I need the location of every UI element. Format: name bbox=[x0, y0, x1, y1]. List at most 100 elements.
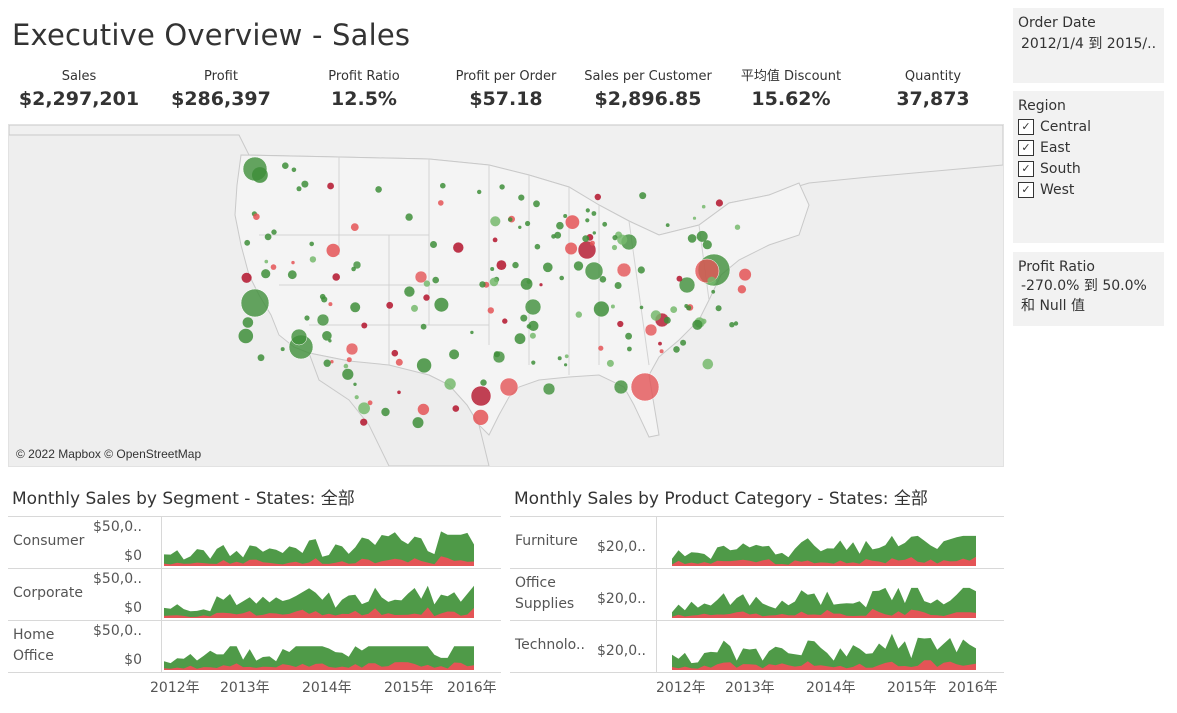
location-bubble[interactable] bbox=[565, 242, 578, 255]
profit-area[interactable] bbox=[672, 608, 976, 618]
location-bubble[interactable] bbox=[287, 270, 297, 280]
location-bubble[interactable] bbox=[617, 320, 624, 328]
location-bubble[interactable] bbox=[616, 262, 632, 278]
sales-area[interactable] bbox=[672, 535, 976, 566]
location-bubble[interactable] bbox=[440, 182, 446, 189]
location-bubble[interactable] bbox=[264, 259, 269, 264]
category-area-technology[interactable] bbox=[670, 621, 988, 672]
location-bubble[interactable] bbox=[290, 328, 308, 346]
location-bubble[interactable] bbox=[493, 351, 500, 358]
location-bubble[interactable] bbox=[244, 239, 251, 246]
location-bubble[interactable] bbox=[687, 234, 697, 243]
location-bubble[interactable] bbox=[612, 235, 618, 241]
location-bubble[interactable] bbox=[602, 221, 608, 227]
segment-row-consumer[interactable]: Consumer $50,0.. $0 bbox=[8, 517, 501, 569]
location-bubble[interactable] bbox=[678, 276, 696, 294]
location-bubble[interactable] bbox=[663, 316, 671, 324]
location-bubble[interactable] bbox=[625, 332, 632, 340]
sales-map[interactable]: © 2022 Mapbox © OpenStreetMap bbox=[8, 124, 1004, 467]
map-bubbles[interactable] bbox=[238, 156, 752, 429]
location-bubble[interactable] bbox=[487, 307, 494, 314]
location-bubble[interactable] bbox=[499, 184, 505, 190]
kpi-quantity[interactable]: Quantity 37,873 bbox=[862, 68, 1004, 110]
location-bubble[interactable] bbox=[346, 357, 352, 363]
segment-row-corporate[interactable]: Corporate $50,0.. $0 bbox=[8, 569, 501, 621]
location-bubble[interactable] bbox=[330, 360, 334, 364]
category-row-furniture[interactable]: Furniture $20,0.. bbox=[510, 517, 1004, 569]
location-bubble[interactable] bbox=[492, 237, 498, 243]
location-bubble[interactable] bbox=[291, 167, 297, 173]
location-bubble[interactable] bbox=[412, 417, 424, 429]
kpi-profit[interactable]: Profit $286,397 bbox=[150, 68, 292, 110]
location-bubble[interactable] bbox=[350, 223, 359, 231]
location-bubble[interactable] bbox=[673, 346, 680, 353]
location-bubble[interactable] bbox=[575, 311, 582, 318]
location-bubble[interactable] bbox=[499, 377, 519, 397]
kpi-profit-per-order[interactable]: Profit per Order $57.18 bbox=[435, 68, 577, 110]
location-bubble[interactable] bbox=[479, 281, 486, 288]
category-row-office-supplies[interactable]: Office Supplies $20,0.. bbox=[510, 569, 1004, 621]
location-bubble[interactable] bbox=[692, 319, 703, 330]
location-bubble[interactable] bbox=[358, 402, 370, 415]
location-bubble[interactable] bbox=[430, 241, 437, 248]
segment-area-home-office[interactable] bbox=[162, 621, 486, 672]
location-bubble[interactable] bbox=[326, 243, 340, 258]
location-bubble[interactable] bbox=[559, 275, 564, 281]
location-bubble[interactable] bbox=[533, 200, 540, 208]
location-bubble[interactable] bbox=[375, 186, 382, 193]
location-bubble[interactable] bbox=[665, 223, 670, 227]
location-bubble[interactable] bbox=[564, 354, 569, 359]
location-bubble[interactable] bbox=[644, 323, 658, 337]
order-date-filter[interactable]: Order Date 2012/1/4 到 2015/.. bbox=[1013, 8, 1164, 83]
location-bubble[interactable] bbox=[734, 224, 741, 230]
location-bubble[interactable] bbox=[589, 240, 595, 246]
checkbox[interactable]: ✓ bbox=[1018, 181, 1034, 198]
region-option-west[interactable]: ✓ West bbox=[1018, 179, 1159, 200]
location-bubble[interactable] bbox=[489, 277, 499, 287]
location-bubble[interactable] bbox=[352, 260, 362, 270]
location-bubble[interactable] bbox=[585, 208, 590, 213]
location-bubble[interactable] bbox=[381, 407, 390, 417]
location-bubble[interactable] bbox=[367, 400, 373, 406]
location-bubble[interactable] bbox=[594, 193, 601, 201]
location-bubble[interactable] bbox=[490, 216, 501, 227]
location-bubble[interactable] bbox=[627, 346, 632, 352]
location-bubble[interactable] bbox=[557, 356, 562, 361]
location-bubble[interactable] bbox=[438, 200, 444, 206]
location-bubble[interactable] bbox=[351, 266, 356, 272]
location-bubble[interactable] bbox=[309, 256, 317, 263]
location-bubble[interactable] bbox=[563, 214, 568, 218]
category-chart[interactable]: Furniture $20,0.. Office Supplies $20,0..… bbox=[510, 516, 1004, 673]
location-bubble[interactable] bbox=[304, 315, 310, 321]
location-bubble[interactable] bbox=[411, 304, 418, 312]
location-bubble[interactable] bbox=[453, 242, 464, 253]
location-bubble[interactable] bbox=[514, 333, 526, 345]
location-bubble[interactable] bbox=[739, 268, 752, 281]
location-bubble[interactable] bbox=[282, 162, 289, 169]
location-bubble[interactable] bbox=[332, 273, 341, 281]
location-bubble[interactable] bbox=[630, 372, 660, 402]
location-bubble[interactable] bbox=[659, 349, 664, 354]
region-option-east[interactable]: ✓ East bbox=[1018, 137, 1159, 158]
category-area-furniture[interactable] bbox=[670, 517, 988, 568]
location-bubble[interactable] bbox=[361, 322, 368, 329]
location-bubble[interactable] bbox=[270, 264, 277, 270]
location-bubble[interactable] bbox=[680, 339, 687, 346]
location-bubble[interactable] bbox=[417, 403, 430, 416]
location-bubble[interactable] bbox=[280, 347, 285, 352]
region-option-south[interactable]: ✓ South bbox=[1018, 158, 1159, 179]
location-bubble[interactable] bbox=[686, 305, 692, 311]
profit-ratio-legend[interactable]: Profit Ratio -270.0% 到 50.0% 和 Null 值 bbox=[1013, 252, 1164, 326]
location-bubble[interactable] bbox=[432, 276, 440, 284]
segment-area-corporate[interactable] bbox=[162, 569, 486, 620]
location-bubble[interactable] bbox=[261, 269, 271, 279]
location-bubble[interactable] bbox=[242, 317, 254, 328]
location-bubble[interactable] bbox=[391, 349, 399, 357]
checkbox[interactable]: ✓ bbox=[1018, 139, 1034, 156]
location-bubble[interactable] bbox=[444, 378, 456, 390]
location-bubble[interactable] bbox=[585, 218, 590, 223]
location-bubble[interactable] bbox=[328, 302, 333, 307]
location-bubble[interactable] bbox=[342, 368, 354, 380]
location-bubble[interactable] bbox=[617, 234, 628, 245]
location-bubble[interactable] bbox=[452, 405, 460, 412]
